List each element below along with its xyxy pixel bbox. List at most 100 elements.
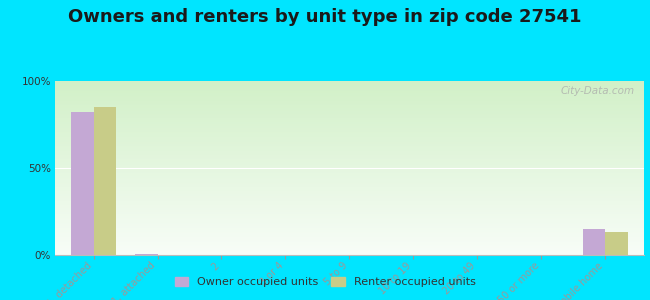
Bar [55,88,644,89]
Bar [55,210,644,211]
Bar [55,244,644,245]
Bar [55,162,644,163]
Bar [55,178,644,179]
Bar [55,228,644,229]
Bar [55,86,644,87]
Bar [55,236,644,237]
Bar [55,195,644,196]
Text: City-Data.com: City-Data.com [560,86,634,96]
Bar [55,126,644,127]
Bar [55,205,644,206]
Bar [55,234,644,235]
Bar [55,200,644,201]
Bar [55,97,644,98]
Bar [55,118,644,119]
Bar [55,209,644,210]
Bar [55,90,644,91]
Bar [55,160,644,161]
Bar [55,101,644,102]
Bar [55,188,644,189]
Bar [55,84,644,85]
Bar [55,203,644,204]
Bar [55,109,644,110]
Bar [55,161,644,162]
Bar [55,251,644,252]
Bar [55,222,644,223]
Bar [55,171,644,172]
Bar [55,99,644,100]
Bar [55,253,644,254]
Bar [55,167,644,168]
Bar [55,201,644,202]
Bar [55,154,644,155]
Bar [55,156,644,157]
Bar [55,215,644,216]
Bar [55,175,644,176]
Bar [55,124,644,125]
Bar [55,141,644,142]
Bar [55,181,644,182]
Bar [55,220,644,221]
Bar [55,96,644,97]
Bar [55,159,644,160]
Bar [55,207,644,208]
Bar [55,157,644,158]
Bar [55,95,644,96]
Bar [55,152,644,153]
Bar [55,106,644,107]
Bar [55,114,644,115]
Bar [55,245,644,246]
Bar [55,110,644,111]
Bar [55,137,644,138]
Bar [55,165,644,166]
Bar [55,180,644,181]
Bar [55,93,644,94]
Bar [55,82,644,83]
Bar [55,94,644,95]
Bar [55,226,644,227]
Bar [55,122,644,123]
Bar [55,231,644,232]
Bar [55,127,644,128]
Bar [55,176,644,177]
Bar [55,143,644,144]
Bar [55,211,644,212]
Bar [55,179,644,180]
Bar [55,241,644,242]
Bar [55,243,644,244]
Bar [55,173,644,174]
Bar [55,149,644,150]
Bar [55,83,644,84]
Bar [55,128,644,129]
Bar [55,242,644,243]
Bar [55,206,644,207]
Bar [55,214,644,215]
Bar [55,218,644,219]
Bar [55,103,644,104]
Bar [55,224,644,225]
Bar [55,190,644,191]
Bar [55,113,644,114]
Bar [55,247,644,248]
Bar [55,148,644,149]
Bar [55,158,644,159]
Bar [55,183,644,184]
Bar [55,135,644,136]
Bar [55,252,644,253]
Bar [55,194,644,195]
Bar [55,199,644,200]
Bar [55,89,644,90]
Bar [55,196,644,197]
Bar [55,223,644,224]
Bar [55,116,644,117]
Bar [55,85,644,86]
Bar [55,87,644,88]
Bar [55,248,644,249]
Bar [55,98,644,99]
Bar [55,238,644,239]
Bar [55,213,644,214]
Bar [55,130,644,131]
Bar [55,125,644,126]
Bar [55,155,644,156]
Bar [55,163,644,164]
